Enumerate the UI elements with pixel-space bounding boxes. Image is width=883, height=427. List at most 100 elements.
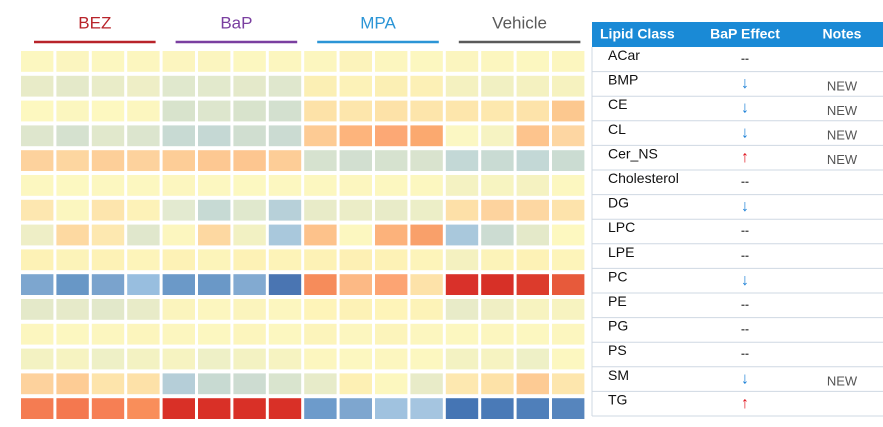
heatmap-cell xyxy=(445,75,479,97)
heatmap-cell xyxy=(233,274,266,295)
heatmap-cell xyxy=(233,348,266,370)
heatmap-cell xyxy=(410,348,443,370)
heatmap-cell xyxy=(410,175,443,196)
heatmap-cell xyxy=(410,199,443,221)
heatmap-cell xyxy=(339,299,372,320)
heatmap-cell xyxy=(233,125,266,147)
heatmap-cell xyxy=(198,75,231,97)
heatmap-cell xyxy=(56,348,89,370)
heatmap-cell xyxy=(162,51,195,72)
heatmap-cell xyxy=(445,51,479,72)
heatmap-cell xyxy=(127,224,160,246)
bap-effect: ↓ xyxy=(741,370,749,387)
heatmap-cell xyxy=(198,199,231,221)
heatmap-cell xyxy=(516,51,549,72)
heatmap-cell xyxy=(410,75,443,97)
heatmap-cell xyxy=(516,199,549,221)
heatmap-cell xyxy=(162,199,195,221)
heatmap-cell xyxy=(516,224,549,246)
heatmap-cell xyxy=(127,75,160,97)
heatmap-cell xyxy=(481,398,514,419)
heatmap-cell xyxy=(21,150,54,171)
bap-effect: -- xyxy=(741,297,749,311)
bap-effect: ↓ xyxy=(741,100,749,117)
heatmap-cell xyxy=(91,100,125,122)
heatmap-cell xyxy=(445,398,479,419)
heatmap-cell xyxy=(56,150,89,171)
heatmap-cell xyxy=(91,323,125,345)
heatmap-cell xyxy=(552,323,585,345)
heatmap-cell xyxy=(304,100,337,122)
heatmap-cell xyxy=(162,274,195,295)
heatmap-cell xyxy=(481,274,514,295)
heatmap-cell xyxy=(268,224,302,246)
heatmap-cell xyxy=(339,75,372,97)
heatmap-cell xyxy=(481,199,514,221)
heatmap-cell xyxy=(304,249,337,271)
heatmap-cell xyxy=(91,249,125,271)
heatmap-cell xyxy=(410,398,443,419)
group-label: Vehicle xyxy=(492,13,547,32)
heatmap-cell xyxy=(91,75,125,97)
heatmap-cell xyxy=(127,150,160,171)
heatmap-cell xyxy=(375,51,408,72)
heatmap-cell xyxy=(481,348,514,370)
heatmap-cell xyxy=(445,323,479,345)
heatmap-cell xyxy=(233,249,266,271)
heatmap-cell xyxy=(375,373,408,395)
heatmap-cell xyxy=(91,373,125,395)
heatmap-cell xyxy=(552,175,585,196)
heatmap-cell xyxy=(481,75,514,97)
heatmap-cell xyxy=(198,373,231,395)
heatmap-cell xyxy=(339,199,372,221)
heatmap-cell xyxy=(127,51,160,72)
heatmap-cell xyxy=(162,373,195,395)
heatmap-cell xyxy=(233,323,266,345)
bap-effect: ↓ xyxy=(741,198,749,215)
heatmap-cell xyxy=(56,323,89,345)
heatmap-cell xyxy=(21,125,54,147)
heatmap-cell xyxy=(445,373,479,395)
heatmap-cell xyxy=(198,348,231,370)
heatmap-cell xyxy=(410,150,443,171)
heatmap-cell xyxy=(552,274,585,295)
heatmap-cell xyxy=(127,299,160,320)
heatmap-cell xyxy=(56,299,89,320)
lipid-class: ACar xyxy=(608,47,640,63)
heatmap-cell xyxy=(516,274,549,295)
heatmap-cell xyxy=(410,224,443,246)
heatmap-cell xyxy=(233,299,266,320)
heatmap-cell xyxy=(56,274,89,295)
heatmap-cell xyxy=(21,274,54,295)
heatmap-cell xyxy=(233,75,266,97)
heatmap-cell xyxy=(91,274,125,295)
heatmap-cell xyxy=(375,125,408,147)
bap-effect: ↓ xyxy=(741,75,749,92)
heatmap-cell xyxy=(162,175,195,196)
note: NEW xyxy=(827,374,858,389)
heatmap-cell xyxy=(127,249,160,271)
heatmap-cell xyxy=(552,125,585,147)
heatmap-cell xyxy=(375,75,408,97)
heatmap-cell xyxy=(56,175,89,196)
heatmap-cell xyxy=(552,249,585,271)
heatmap-cell xyxy=(198,398,231,419)
group-label: BEZ xyxy=(78,13,111,32)
heatmap-cell xyxy=(198,100,231,122)
heatmap-cell xyxy=(198,150,231,171)
heatmap-cell xyxy=(516,75,549,97)
bap-effect: -- xyxy=(741,51,749,65)
heatmap-cell xyxy=(198,224,231,246)
heatmap-cell xyxy=(304,398,337,419)
heatmap-cell xyxy=(410,373,443,395)
heatmap-cell xyxy=(233,224,266,246)
bap-effect: ↓ xyxy=(741,124,749,141)
heatmap-cell xyxy=(56,199,89,221)
note: NEW xyxy=(827,103,858,118)
heatmap-cell xyxy=(375,199,408,221)
heatmap-cell xyxy=(91,299,125,320)
heatmap-cell xyxy=(339,323,372,345)
lipid-class: Cer_NS xyxy=(608,145,658,161)
heatmap-cell xyxy=(198,175,231,196)
heatmap-cell xyxy=(91,51,125,72)
